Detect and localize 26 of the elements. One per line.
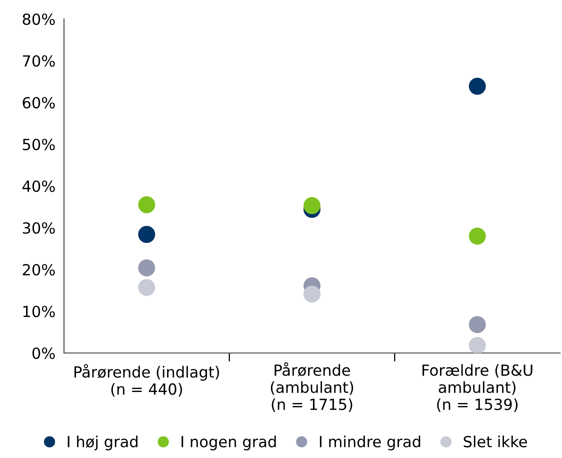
y-tick-label: 40% xyxy=(22,180,55,192)
x-tick-label: Pårørende (indlagt) (n = 440) xyxy=(74,364,220,397)
y-tick-label: 30% xyxy=(22,222,55,234)
y-tick-label: 50% xyxy=(22,138,55,150)
point xyxy=(303,197,321,214)
x-tick-label: Pårørende (ambulant) (n = 1715) xyxy=(270,362,354,412)
legend-label: I høj grad xyxy=(68,436,138,450)
point xyxy=(138,226,156,243)
y-tick-label: 60% xyxy=(22,96,55,109)
x-tick-label: Forældre (B&U ambulant) (n = 1539) xyxy=(422,364,532,412)
legend-label: I nogen grad xyxy=(182,436,276,450)
legend-label: Slet ikke xyxy=(464,436,527,448)
legend-label: I mindre grad xyxy=(320,436,420,450)
point xyxy=(303,286,321,303)
y-tick-label: 70% xyxy=(22,55,55,67)
point xyxy=(468,336,486,353)
point xyxy=(468,78,486,95)
point xyxy=(468,316,486,334)
point xyxy=(138,278,156,296)
y-tick-label: 10% xyxy=(23,306,55,318)
y-tick-label: 20% xyxy=(22,264,55,276)
point xyxy=(138,196,156,214)
y-tick-label: 0% xyxy=(32,347,55,360)
point xyxy=(468,228,486,245)
y-tick-label: 80% xyxy=(22,13,55,26)
point xyxy=(138,259,156,276)
